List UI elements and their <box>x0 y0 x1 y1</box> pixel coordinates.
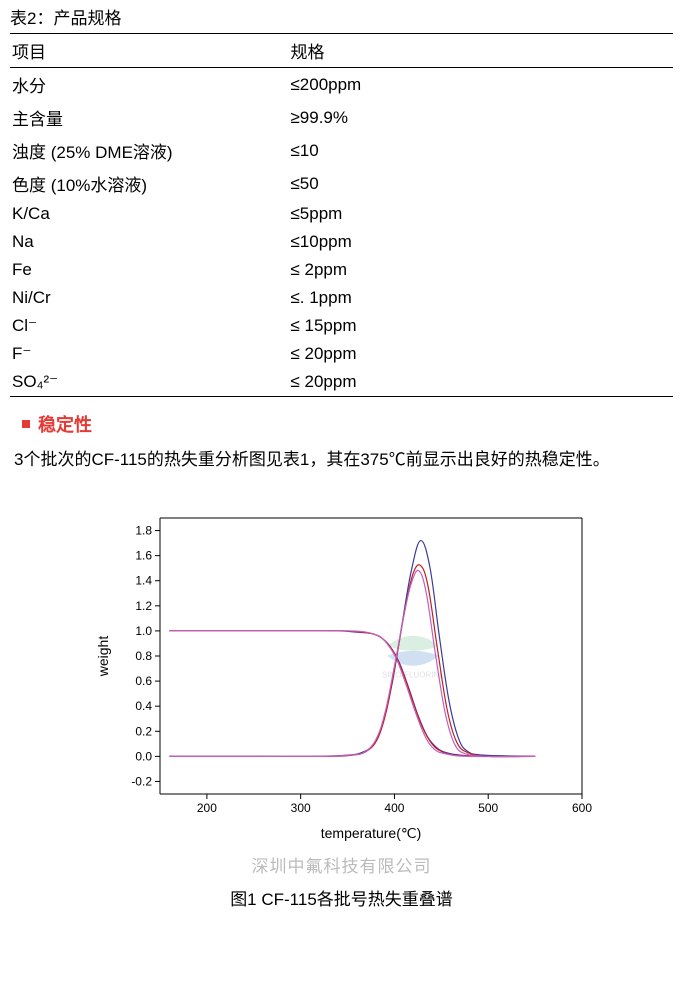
cell: 浊度 (25% DME溶液) <box>10 134 288 167</box>
svg-text:300: 300 <box>290 801 310 815</box>
table-header-spec: 规格 <box>288 34 673 68</box>
cell: Na <box>10 228 288 256</box>
svg-text:0.8: 0.8 <box>135 649 152 663</box>
table-row: 浊度 (25% DME溶液)≤10 <box>10 134 673 167</box>
table-row: F⁻≤ 20ppm <box>10 340 673 368</box>
section-body: 3个批次的CF-115的热失重分析图见表1，其在375℃前显示出良好的热稳定性。 <box>14 445 669 476</box>
spec-table: 项目 规格 水分≤200ppm 主含量≥99.9% 浊度 (25% DME溶液)… <box>10 33 673 397</box>
svg-text:0.2: 0.2 <box>135 724 152 738</box>
cell: Cl⁻ <box>10 312 288 340</box>
section-title: 稳定性 <box>38 411 92 437</box>
svg-text:temperature(℃): temperature(℃) <box>320 825 421 841</box>
cell: ≤10ppm <box>288 228 673 256</box>
svg-text:0.0: 0.0 <box>135 749 152 763</box>
cell: Ni/Cr <box>10 284 288 312</box>
table-row: 色度 (10%水溶液)≤50 <box>10 167 673 200</box>
table-row: SO₄²⁻≤ 20ppm <box>10 368 673 397</box>
svg-text:SINO-FLUORINE: SINO-FLUORINE <box>381 670 444 679</box>
cell: K/Ca <box>10 200 288 228</box>
section-header: 稳定性 <box>22 411 673 437</box>
figure-caption: 图1 CF-115各批号热失重叠谱 <box>10 885 673 910</box>
cell: F⁻ <box>10 340 288 368</box>
cell: 色度 (10%水溶液) <box>10 167 288 200</box>
svg-text:500: 500 <box>478 801 498 815</box>
cell: ≤ 20ppm <box>288 368 673 397</box>
cell: ≤50 <box>288 167 673 200</box>
bullet-icon <box>22 420 30 428</box>
cell: ≥99.9% <box>288 101 673 134</box>
cell: ≤200ppm <box>288 68 673 102</box>
svg-text:1.0: 1.0 <box>135 624 152 638</box>
footer-watermark: 深圳中氟科技有限公司 <box>10 852 673 877</box>
svg-text:1.4: 1.4 <box>135 573 152 587</box>
table-row: Na≤10ppm <box>10 228 673 256</box>
table-row: Ni/Cr≤. 1ppm <box>10 284 673 312</box>
svg-text:-0.2: -0.2 <box>131 774 152 788</box>
table-title: 表2：产品规格 <box>10 4 673 29</box>
cell: ≤ 2ppm <box>288 256 673 284</box>
svg-text:weight: weight <box>95 635 111 677</box>
cell: ≤ 20ppm <box>288 340 673 368</box>
table-row: 水分≤200ppm <box>10 68 673 102</box>
table-row: Fe≤ 2ppm <box>10 256 673 284</box>
table-header-item: 项目 <box>10 34 288 68</box>
cell: ≤ 15ppm <box>288 312 673 340</box>
tga-chart: 200 300 400 500 600 -0.2 0.0 0.2 0.4 0.6 0.8 1.0 1.2… <box>82 504 602 844</box>
cell: ≤5ppm <box>288 200 673 228</box>
cell: 主含量 <box>10 101 288 134</box>
svg-text:600: 600 <box>571 801 591 815</box>
cell: SO₄²⁻ <box>10 368 288 397</box>
cell: ≤10 <box>288 134 673 167</box>
svg-text:1.6: 1.6 <box>135 548 152 562</box>
cell: ≤. 1ppm <box>288 284 673 312</box>
cell: 水分 <box>10 68 288 102</box>
table-row: K/Ca≤5ppm <box>10 200 673 228</box>
table-row: Cl⁻≤ 15ppm <box>10 312 673 340</box>
svg-text:1.8: 1.8 <box>135 523 152 537</box>
svg-text:200: 200 <box>196 801 216 815</box>
svg-text:0.6: 0.6 <box>135 674 152 688</box>
svg-text:400: 400 <box>384 801 404 815</box>
svg-text:0.4: 0.4 <box>135 699 152 713</box>
cell: Fe <box>10 256 288 284</box>
svg-text:1.2: 1.2 <box>135 598 152 612</box>
table-row: 主含量≥99.9% <box>10 101 673 134</box>
chart-svg: 200 300 400 500 600 -0.2 0.0 0.2 0.4 0.6 0.8 1.0 1.2… <box>82 504 602 844</box>
